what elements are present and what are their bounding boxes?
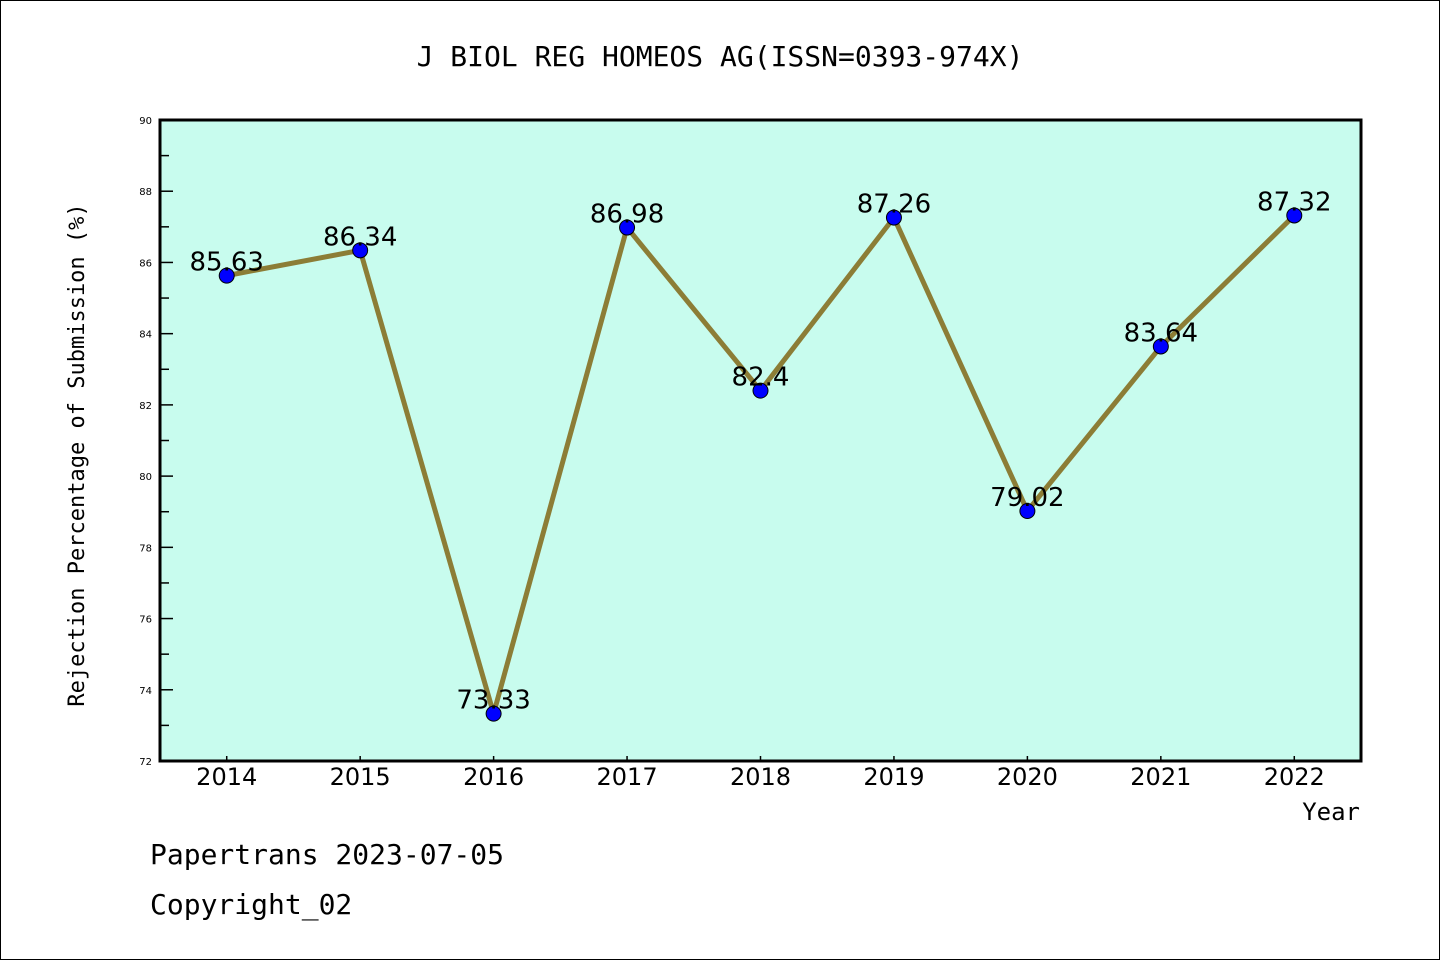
y-tick-label: 90 [139,116,152,127]
data-label: 82.4 [732,363,790,393]
data-label: 86.34 [323,222,397,252]
data-point [885,209,902,226]
x-tick-label: 2017 [597,763,658,791]
data-point [485,705,502,722]
plot-area [160,120,1361,761]
data-point [619,219,636,236]
footer-date: Papertrans 2023-07-05 [150,838,504,871]
x-tick-label: 2018 [730,763,791,791]
x-tick-label: 2021 [1130,763,1191,791]
footer-copyright: Copyright_02 [150,888,352,922]
data-point [1152,338,1169,355]
y-tick-label: 84 [139,330,152,341]
data-point [218,267,235,284]
x-tick-label: 2019 [863,763,924,791]
y-tick-label: 76 [139,615,152,626]
data-label: 73.33 [456,686,530,716]
data-point [752,382,769,399]
data-label: 79.02 [990,483,1064,513]
data-label: 87.26 [857,190,931,220]
x-tick-label: 2014 [196,763,257,791]
y-tick-label: 82 [139,401,152,412]
plot-border [158,118,1363,763]
y-tick-label: 80 [139,472,152,483]
data-label: 87.32 [1257,187,1331,217]
data-label: 85.63 [190,248,264,278]
y-tick-label: 86 [139,258,152,269]
x-tick-label: 2015 [330,763,391,791]
data-point [352,242,369,259]
y-axis-label: Rejection Percentage of Submission (%) [65,203,90,706]
y-tick-label: 78 [139,543,152,554]
x-tick-label: 2022 [1264,763,1325,791]
x-tick-label: 2020 [997,763,1058,791]
y-tick-label: 88 [139,187,152,198]
x-tick-label: 2016 [463,763,524,791]
data-label: 83.64 [1124,318,1198,348]
y-tick-label: 74 [139,686,152,697]
x-axis-label: Year [1302,798,1360,826]
data-label: 86.98 [590,200,664,230]
data-point [1019,503,1036,520]
data-point [1286,207,1303,224]
y-tick-label: 72 [139,757,152,768]
chart-title: J BIOL REG HOMEOS AG(ISSN=0393-974X) [417,40,1024,73]
